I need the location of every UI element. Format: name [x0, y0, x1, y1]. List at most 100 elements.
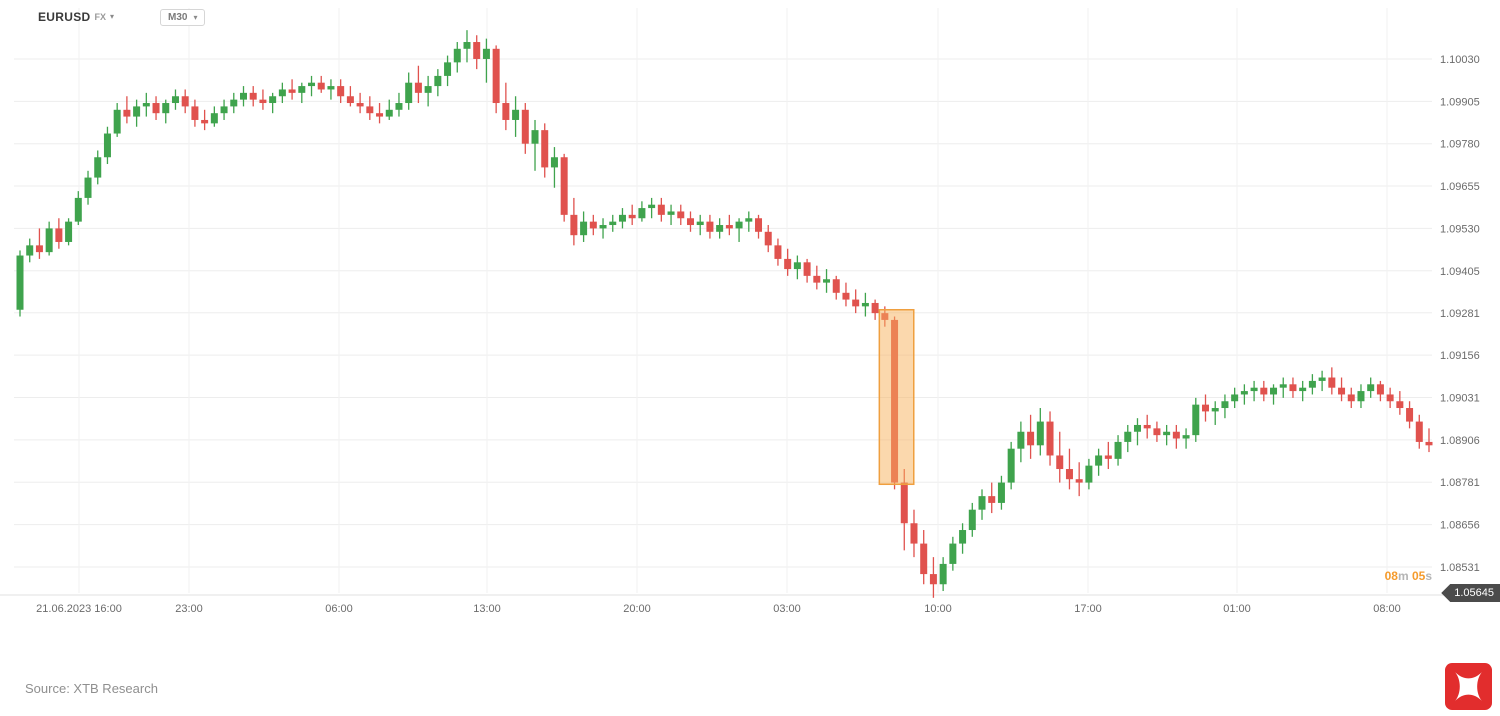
candlestick: [823, 269, 831, 293]
candlestick: [1231, 387, 1239, 409]
candlestick: [1027, 414, 1035, 459]
candlestick: [288, 79, 296, 100]
candlestick: [832, 275, 840, 300]
candle-body-up: [1007, 448, 1015, 483]
x-axis-label: 23:00: [175, 603, 203, 615]
candlestick: [1279, 377, 1287, 398]
candle-body-down: [1056, 455, 1064, 470]
candlestick: [842, 282, 850, 307]
candle-body-up: [638, 208, 646, 219]
candle-body-down: [929, 574, 937, 585]
candlestick: [142, 92, 150, 117]
chevron-down-icon[interactable]: ▾: [110, 12, 115, 21]
candle-body-up: [1318, 377, 1326, 381]
candle-body-up: [1017, 431, 1025, 449]
candlestick: [376, 103, 384, 124]
candlestick: [55, 218, 63, 249]
candlestick: [65, 218, 73, 246]
candle-body-up: [1211, 408, 1219, 412]
candle-body-down: [1153, 428, 1161, 436]
candle-body-down: [1143, 424, 1151, 429]
candlestick-chart[interactable]: 1.10030 1.09905 1.09780 1.09655 1.09530 1.094…: [0, 0, 1500, 620]
candlestick: [210, 106, 218, 127]
candlestick: [871, 299, 879, 320]
candlestick: [414, 65, 422, 104]
y-axis-label: 1.08781: [1440, 477, 1480, 489]
candle-body-up: [171, 96, 179, 104]
candlestick: [1192, 397, 1200, 442]
candle-body-down: [1425, 441, 1433, 446]
candlestick: [1075, 462, 1083, 497]
candle-body-up: [1085, 465, 1093, 483]
candle-body-down: [1376, 384, 1384, 395]
candlestick: [764, 225, 772, 253]
candlestick: [1104, 441, 1112, 470]
candlestick: [1415, 414, 1423, 449]
candle-body-down: [288, 89, 296, 93]
y-axis-label: 1.08656: [1440, 520, 1480, 532]
candle-body-up: [823, 279, 831, 283]
candlestick: [230, 92, 238, 114]
timeframe-selector[interactable]: M30 ▾: [160, 9, 206, 26]
candlestick: [502, 82, 510, 131]
candle-body-up: [512, 109, 520, 120]
candle-body-up: [1299, 387, 1307, 392]
candlestick: [385, 99, 393, 120]
candle-body-down: [657, 204, 665, 215]
candle-body-up: [959, 530, 967, 544]
candle-body-up: [1036, 421, 1044, 446]
candle-body-down: [356, 103, 364, 107]
candlestick: [444, 55, 452, 87]
y-axis-label: 1.09530: [1440, 223, 1480, 235]
candle-body-down: [1046, 421, 1054, 456]
candle-body-up: [1231, 394, 1239, 402]
x-axis-label: 08:00: [1373, 603, 1401, 615]
candlestick: [1240, 384, 1248, 405]
candlestick: [949, 536, 957, 571]
candle-body-down: [502, 103, 510, 120]
candlestick: [774, 238, 782, 266]
candle-body-up: [230, 99, 238, 107]
candlestick: [269, 92, 277, 114]
candle-body-down: [803, 262, 811, 276]
candle-body-down: [677, 211, 685, 219]
candle-body-up: [716, 225, 724, 232]
candlestick: [725, 214, 733, 236]
x-axis-label: 17:00: [1074, 603, 1102, 615]
candle-body-down: [910, 523, 918, 544]
candle-body-up: [735, 221, 743, 229]
candlestick: [580, 211, 588, 242]
candlestick: [1250, 380, 1258, 402]
candle-body-up: [162, 103, 170, 114]
candle-body-up: [861, 302, 869, 307]
candlestick: [929, 557, 937, 598]
candle-body-down: [1386, 394, 1394, 402]
candlestick: [1367, 377, 1375, 398]
xtb-logo-x-mark: [1455, 672, 1482, 701]
candle-body-down: [686, 218, 694, 226]
candle-body-down: [1075, 479, 1083, 483]
candlestick: [657, 197, 665, 222]
candlestick: [463, 30, 471, 63]
candle-body-down: [1396, 401, 1404, 409]
candlestick: [1386, 387, 1394, 409]
candle-body-up: [580, 221, 588, 236]
candlestick: [531, 119, 539, 171]
timeframe-label: M30: [168, 12, 188, 23]
candle-body-up: [1124, 431, 1132, 442]
candlestick: [745, 211, 753, 232]
candlestick: [1308, 374, 1316, 395]
candle-body-up: [550, 157, 558, 168]
candle-body-up: [1095, 455, 1103, 466]
candle-body-up: [220, 106, 228, 114]
candle-body-up: [968, 509, 976, 531]
candlestick: [94, 150, 102, 185]
candle-body-down: [842, 292, 850, 300]
candlestick: [968, 502, 976, 537]
candle-body-up: [939, 563, 947, 585]
candle-body-down: [249, 92, 257, 100]
candle-body-up: [978, 496, 986, 510]
symbol-selector[interactable]: EURUSD FX ▾: [38, 10, 114, 24]
candlestick: [424, 75, 432, 107]
candlestick: [1270, 384, 1278, 405]
